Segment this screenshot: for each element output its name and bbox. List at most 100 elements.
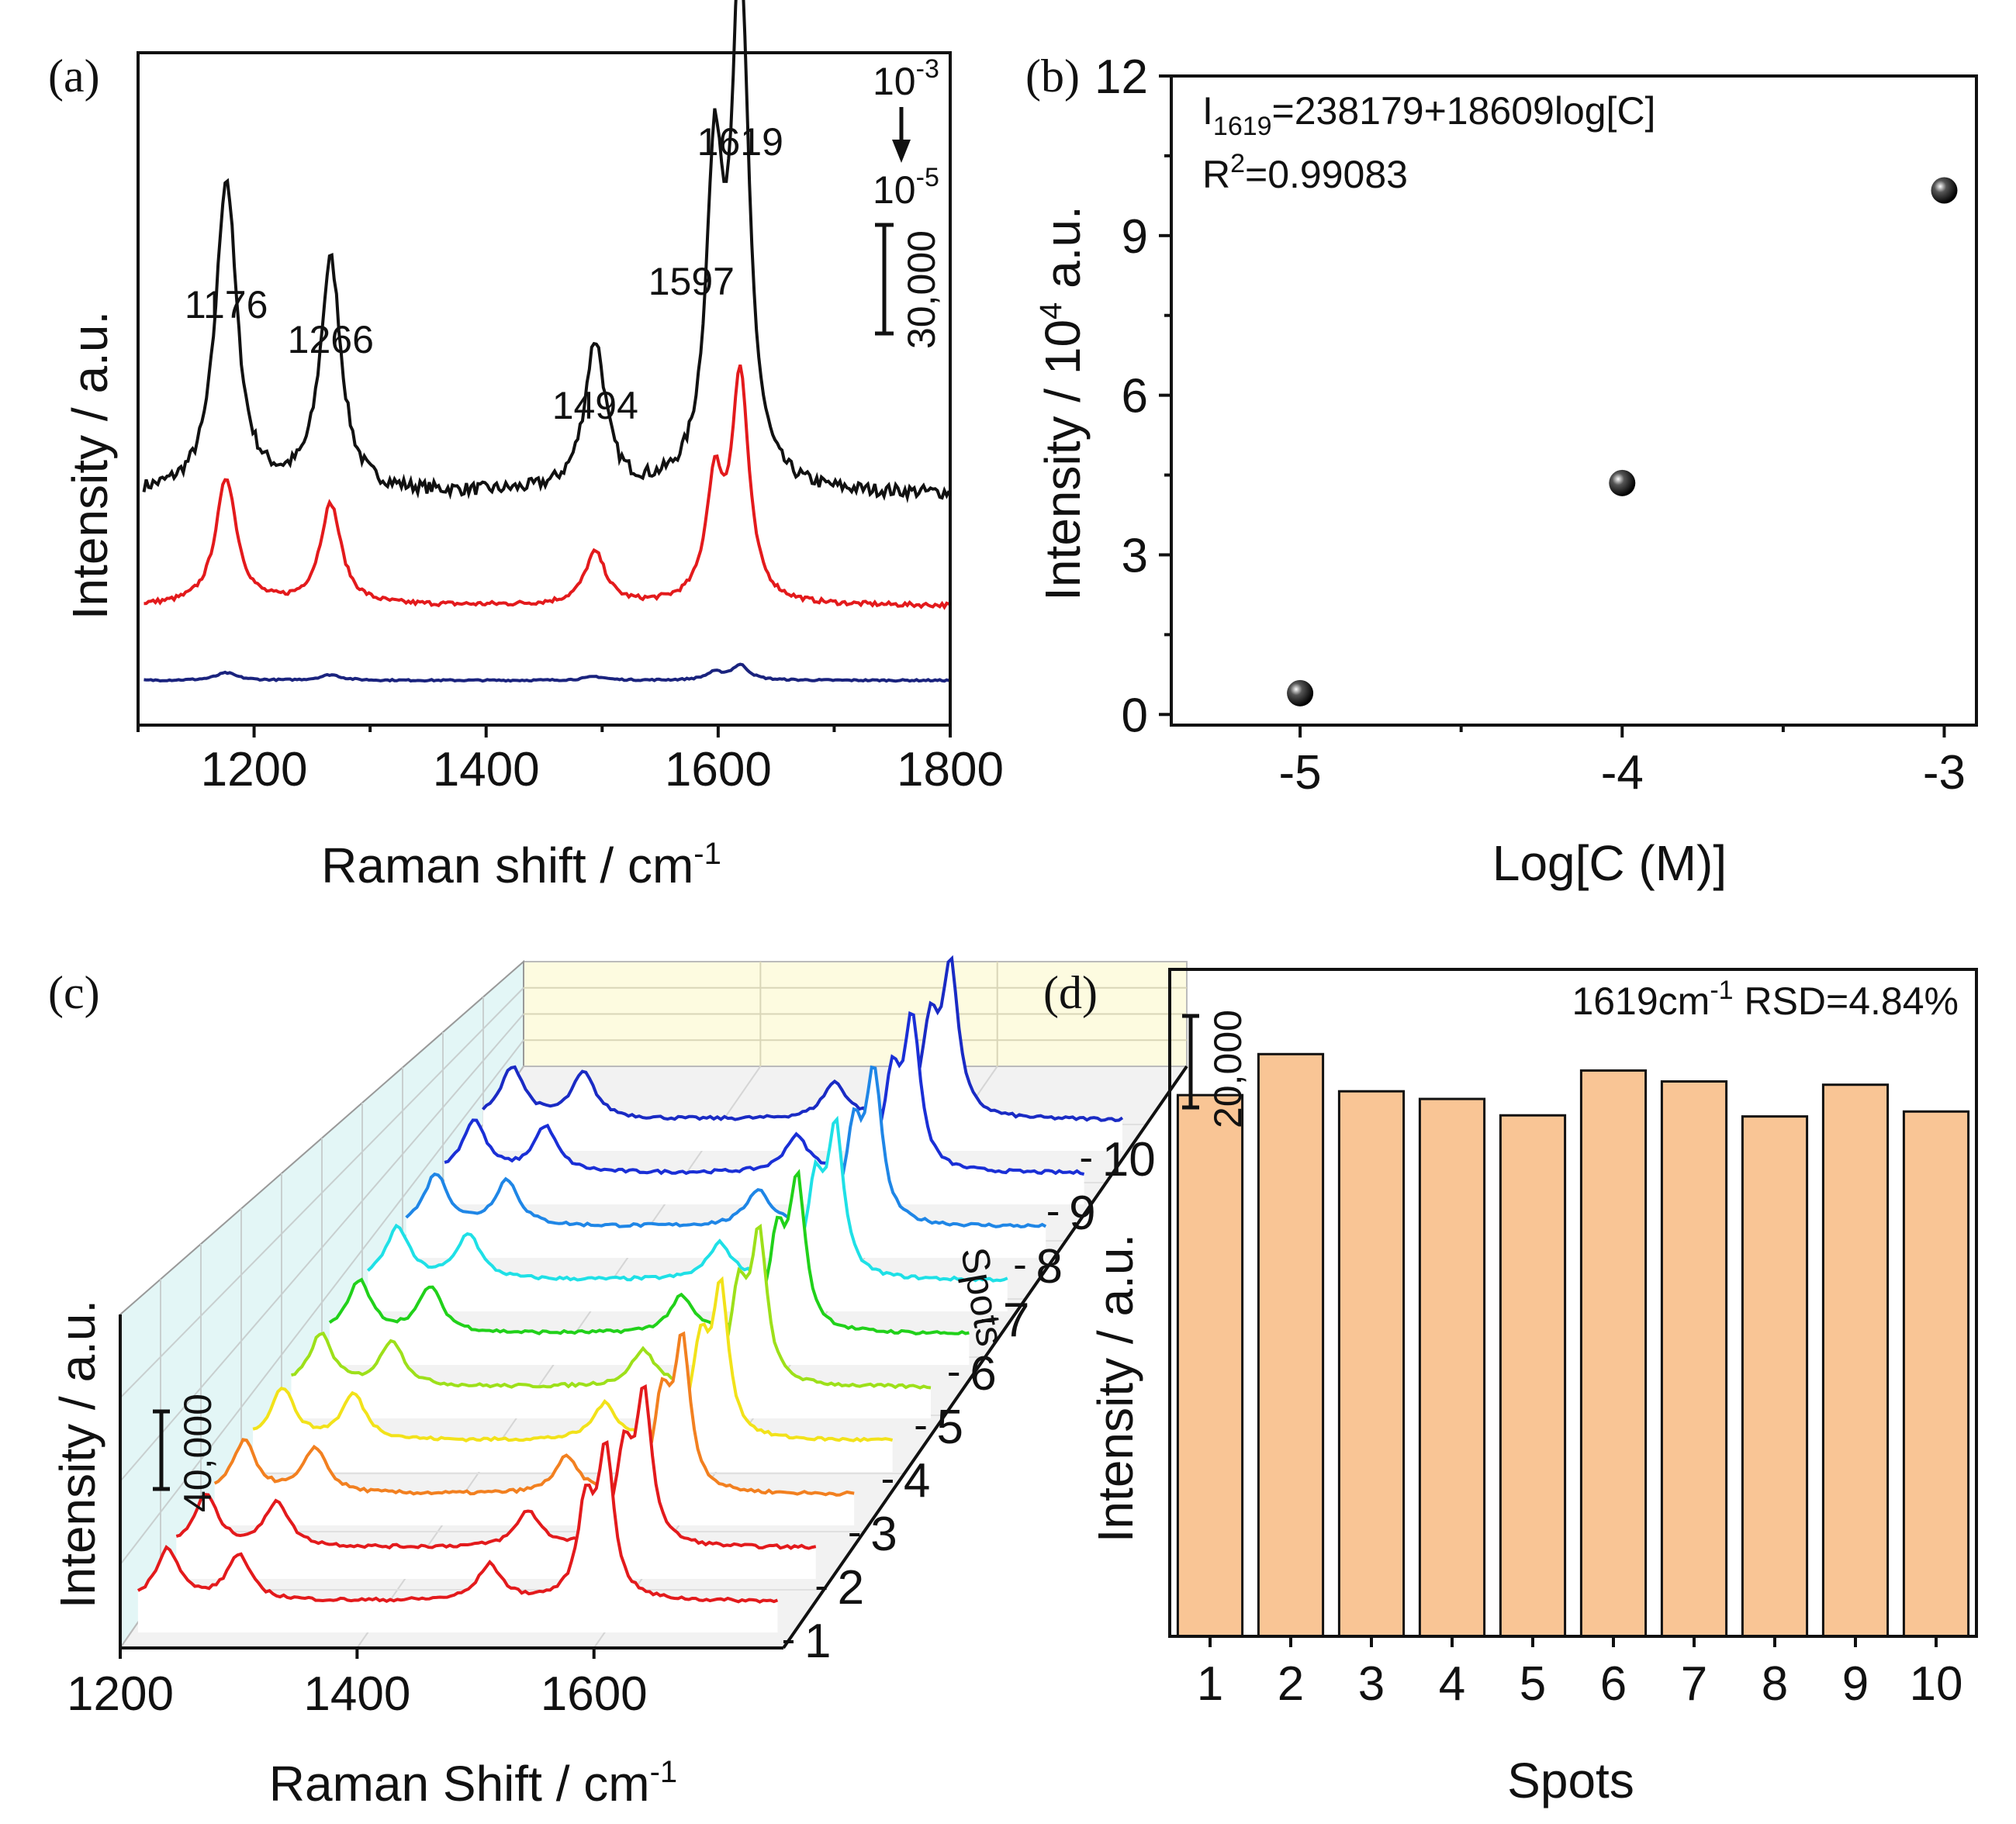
bar-spot-1 bbox=[1176, 1093, 1244, 1638]
peak-label-1597: 1597 bbox=[648, 260, 735, 303]
panel-c-z-tick-label: 6 bbox=[970, 1347, 996, 1401]
panel-a-x-tick-label: 1200 bbox=[201, 743, 308, 796]
panel-c-z-tick-label: 10 bbox=[1102, 1133, 1156, 1187]
bar-spot-5 bbox=[1499, 1114, 1567, 1638]
panel-c-z-tick-label: 2 bbox=[838, 1561, 864, 1615]
spectrum-fill-spot-2 bbox=[176, 1387, 816, 1579]
panel-b-y-tick-label: 3 bbox=[1122, 529, 1148, 582]
panel-c-label: (c) bbox=[48, 967, 100, 1018]
panel-d-label: (d) bbox=[1043, 967, 1098, 1018]
panel-d: (d) 1 2 3 4 5 6 7 8 9 10 Intensity / a.u. Spots 1… bbox=[1043, 967, 1978, 1808]
panel-a-y-axis-label: Intensity / a.u. bbox=[62, 311, 118, 620]
data-point-2 bbox=[1609, 469, 1636, 496]
panel-c-z-tick-label: 7 bbox=[1003, 1294, 1029, 1347]
spectrum-line-1 bbox=[142, 0, 951, 504]
spectrum-spot-2 bbox=[175, 1384, 817, 1550]
panel-c-z-tick-label: 4 bbox=[904, 1454, 930, 1508]
panel-d-x-tick-label: 1 bbox=[1197, 1657, 1223, 1711]
data-point-3 bbox=[1931, 177, 1958, 204]
spectrum-spot-10 bbox=[482, 955, 1124, 1122]
spectrum-fill-spot-5 bbox=[291, 1226, 931, 1418]
bar-spot-6 bbox=[1579, 1069, 1648, 1638]
bar-spot-3 bbox=[1337, 1090, 1406, 1638]
spectrum-spot-9 bbox=[444, 1010, 1084, 1176]
panel-c-z-tick-label: 9 bbox=[1069, 1187, 1095, 1240]
panel-b-y-tick-label: 9 bbox=[1122, 210, 1148, 264]
panel-c-z-tick-label: 1 bbox=[804, 1615, 831, 1668]
panel-b-plot: 0 3 6 9 12 -5 -4 -3 bbox=[1094, 50, 1978, 800]
panel-c-z-tick-label: 8 bbox=[1036, 1240, 1062, 1294]
panel-d-x-tick-label: 10 bbox=[1910, 1657, 1963, 1711]
panel-c-x-tick-label: 1600 bbox=[541, 1667, 648, 1721]
panel-c-scale-bar-label: 40,000 bbox=[176, 1394, 220, 1512]
panel-a-ticks: 1200 1400 1600 1800 bbox=[137, 725, 1004, 796]
bar-spot-7 bbox=[1660, 1080, 1728, 1638]
side-grid-line bbox=[119, 987, 524, 1399]
panel-b-x-axis-label: Log[C (M)] bbox=[1492, 835, 1727, 891]
rsd-annotation: 1619cm-1 RSD=4.84% bbox=[1572, 976, 1959, 1023]
fit-equation: I1619=238179+18609log[C] bbox=[1202, 89, 1655, 141]
spectrum-spot-1 bbox=[137, 1439, 779, 1604]
panel-d-x-axis-label: Spots bbox=[1507, 1753, 1634, 1808]
panel-c-spectra bbox=[137, 955, 1124, 1632]
panel-b-x-tick-label: -4 bbox=[1601, 746, 1644, 800]
spectrum-line-3 bbox=[144, 662, 950, 683]
panel-c-y-axis-label: Intensity / a.u. bbox=[50, 1300, 105, 1608]
spectrum-spot-6 bbox=[328, 1169, 970, 1335]
peak-label-1266: 1266 bbox=[288, 318, 374, 361]
conc-top-label: 10-3 bbox=[873, 54, 939, 103]
bar-spot-8 bbox=[1741, 1115, 1809, 1638]
spectrum-spot-8 bbox=[405, 1065, 1047, 1229]
panel-a-x-axis-label: Raman shift / cm-1 bbox=[321, 837, 721, 893]
spectrum-line-2 bbox=[144, 364, 950, 610]
bar-spot-10 bbox=[1902, 1110, 1970, 1638]
spectrum-fill-spot-3 bbox=[214, 1333, 855, 1525]
side-grid-line bbox=[119, 1013, 524, 1482]
panel-c-x-tick-label: 1400 bbox=[303, 1667, 410, 1721]
panel-c-z-tick-label: 3 bbox=[870, 1508, 897, 1561]
panel-b-label: (b) bbox=[1025, 50, 1080, 102]
panel-a-spectra bbox=[142, 0, 951, 683]
spectrum-fill-spot-8 bbox=[406, 1067, 1046, 1258]
peak-label-1494: 1494 bbox=[552, 384, 638, 427]
panel-b-y-axis-label: Intensity / 104 a.u. bbox=[1034, 206, 1091, 601]
panel-a-x-tick-label: 1600 bbox=[665, 743, 772, 796]
bar-spot-4 bbox=[1418, 1097, 1486, 1638]
panel-a-x-tick-label: 1400 bbox=[433, 743, 540, 796]
spectrum-spot-3 bbox=[213, 1331, 855, 1497]
panel-b-x-tick-label: -3 bbox=[1923, 746, 1966, 800]
spectrum-fill-spot-10 bbox=[482, 959, 1122, 1151]
panel-b-y-tick-label: 12 bbox=[1094, 50, 1148, 104]
panel-d-y-axis-label: Intensity / a.u. bbox=[1088, 1234, 1143, 1542]
panel-a-x-tick-label: 1800 bbox=[897, 743, 1004, 796]
panel-c-z-tick-label: 5 bbox=[937, 1401, 963, 1454]
panel-d-plot: 1 2 3 4 5 6 7 8 9 10 bbox=[1168, 968, 1978, 1711]
panel-c-x-tick-label: 1200 bbox=[67, 1667, 174, 1721]
spectrum-fill-spot-1 bbox=[137, 1442, 778, 1632]
spectrum-fill-spot-6 bbox=[329, 1173, 970, 1365]
spectrum-fill-spot-9 bbox=[444, 1013, 1084, 1204]
spectrum-spot-7 bbox=[366, 1115, 1008, 1283]
panel-d-x-tick-label: 3 bbox=[1358, 1657, 1385, 1711]
panel-d-x-tick-label: 6 bbox=[1600, 1657, 1627, 1711]
panel-c-z-axis bbox=[782, 1065, 1188, 1650]
panel-d-scale-bar-label: 20,000 bbox=[1206, 1010, 1250, 1128]
conc-arrow-head bbox=[892, 140, 911, 163]
panel-b-frame bbox=[1170, 74, 1978, 727]
spectrum-spot-4 bbox=[252, 1276, 894, 1443]
panel-c-x-axis-label: Raman Shift / cm-1 bbox=[269, 1755, 677, 1812]
panel-b-y-tick-label: 0 bbox=[1122, 689, 1148, 742]
bar-spot-9 bbox=[1821, 1083, 1890, 1638]
panel-d-x-tick-label: 7 bbox=[1681, 1657, 1707, 1711]
spectrum-fill-spot-7 bbox=[368, 1119, 1008, 1311]
panel-a-frame bbox=[137, 51, 952, 727]
conc-bottom-label: 10-5 bbox=[873, 163, 939, 212]
panel-d-x-tick-label: 2 bbox=[1278, 1657, 1304, 1711]
r-squared: R2=0.99083 bbox=[1202, 149, 1408, 196]
panel-d-x-tick-label: 9 bbox=[1842, 1657, 1869, 1711]
spectrum-fill-spot-4 bbox=[253, 1279, 893, 1472]
side-grid-line bbox=[119, 1039, 524, 1566]
